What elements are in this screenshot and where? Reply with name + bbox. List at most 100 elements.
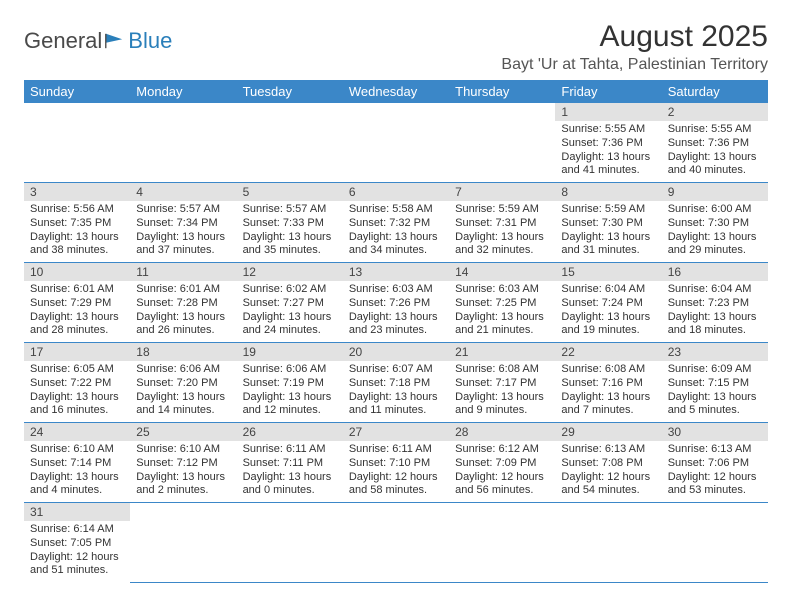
day-details: Sunrise: 6:03 AMSunset: 7:26 PMDaylight:… (343, 281, 449, 342)
calendar-day-cell (343, 103, 449, 183)
calendar-day-cell: 23Sunrise: 6:09 AMSunset: 7:15 PMDayligh… (662, 343, 768, 423)
weekday-header: Friday (555, 80, 661, 103)
calendar-day-cell: 12Sunrise: 6:02 AMSunset: 7:27 PMDayligh… (237, 263, 343, 343)
sunset-text: Sunset: 7:12 PM (136, 457, 230, 471)
daylight-text: and 11 minutes. (349, 404, 443, 418)
sunset-text: Sunset: 7:10 PM (349, 457, 443, 471)
sunset-text: Sunset: 7:30 PM (561, 217, 655, 231)
daylight-text: Daylight: 13 hours (561, 391, 655, 405)
day-details: Sunrise: 6:13 AMSunset: 7:06 PMDaylight:… (662, 441, 768, 502)
sunset-text: Sunset: 7:35 PM (30, 217, 124, 231)
daylight-text: and 14 minutes. (136, 404, 230, 418)
daylight-text: and 4 minutes. (30, 484, 124, 498)
day-number: 8 (555, 183, 661, 201)
sunrise-text: Sunrise: 6:09 AM (668, 363, 762, 377)
sunset-text: Sunset: 7:20 PM (136, 377, 230, 391)
calendar-day-cell: 25Sunrise: 6:10 AMSunset: 7:12 PMDayligh… (130, 423, 236, 503)
calendar-day-cell (449, 103, 555, 183)
day-number: 27 (343, 423, 449, 441)
day-details: Sunrise: 6:01 AMSunset: 7:29 PMDaylight:… (24, 281, 130, 342)
day-number: 17 (24, 343, 130, 361)
daylight-text: Daylight: 13 hours (243, 471, 337, 485)
day-details: Sunrise: 6:04 AMSunset: 7:23 PMDaylight:… (662, 281, 768, 342)
daylight-text: Daylight: 13 hours (455, 391, 549, 405)
day-details: Sunrise: 6:10 AMSunset: 7:14 PMDaylight:… (24, 441, 130, 502)
calendar-day-cell: 5Sunrise: 5:57 AMSunset: 7:33 PMDaylight… (237, 183, 343, 263)
header: General Blue August 2025 Bayt 'Ur at Tah… (24, 20, 768, 74)
calendar-day-cell (662, 503, 768, 583)
day-details: Sunrise: 6:05 AMSunset: 7:22 PMDaylight:… (24, 361, 130, 422)
calendar-day-cell: 13Sunrise: 6:03 AMSunset: 7:26 PMDayligh… (343, 263, 449, 343)
calendar-day-cell: 16Sunrise: 6:04 AMSunset: 7:23 PMDayligh… (662, 263, 768, 343)
weekday-header: Saturday (662, 80, 768, 103)
daylight-text: and 9 minutes. (455, 404, 549, 418)
day-number: 26 (237, 423, 343, 441)
calendar-day-cell (130, 503, 236, 583)
sunrise-text: Sunrise: 6:10 AM (30, 443, 124, 457)
day-number: 9 (662, 183, 768, 201)
calendar-day-cell: 8Sunrise: 5:59 AMSunset: 7:30 PMDaylight… (555, 183, 661, 263)
weekday-header: Thursday (449, 80, 555, 103)
day-details: Sunrise: 5:56 AMSunset: 7:35 PMDaylight:… (24, 201, 130, 262)
daylight-text: Daylight: 12 hours (455, 471, 549, 485)
day-number: 7 (449, 183, 555, 201)
sunset-text: Sunset: 7:24 PM (561, 297, 655, 311)
day-details: Sunrise: 6:04 AMSunset: 7:24 PMDaylight:… (555, 281, 661, 342)
daylight-text: Daylight: 13 hours (349, 231, 443, 245)
day-number: 14 (449, 263, 555, 281)
sunrise-text: Sunrise: 6:13 AM (561, 443, 655, 457)
sunrise-text: Sunrise: 5:56 AM (30, 203, 124, 217)
calendar-table: Sunday Monday Tuesday Wednesday Thursday… (24, 80, 768, 583)
weekday-header: Tuesday (237, 80, 343, 103)
sunset-text: Sunset: 7:23 PM (668, 297, 762, 311)
daylight-text: Daylight: 13 hours (243, 231, 337, 245)
daylight-text: Daylight: 13 hours (30, 391, 124, 405)
daylight-text: Daylight: 13 hours (561, 151, 655, 165)
sunset-text: Sunset: 7:15 PM (668, 377, 762, 391)
sunrise-text: Sunrise: 6:14 AM (30, 523, 124, 537)
title-block: August 2025 Bayt 'Ur at Tahta, Palestini… (501, 20, 768, 74)
day-number: 22 (555, 343, 661, 361)
calendar-day-cell: 21Sunrise: 6:08 AMSunset: 7:17 PMDayligh… (449, 343, 555, 423)
day-details: Sunrise: 5:59 AMSunset: 7:31 PMDaylight:… (449, 201, 555, 262)
sunrise-text: Sunrise: 6:03 AM (455, 283, 549, 297)
daylight-text: Daylight: 13 hours (30, 471, 124, 485)
sunrise-text: Sunrise: 6:06 AM (136, 363, 230, 377)
sunset-text: Sunset: 7:36 PM (561, 137, 655, 151)
day-number: 24 (24, 423, 130, 441)
day-details: Sunrise: 6:00 AMSunset: 7:30 PMDaylight:… (662, 201, 768, 262)
daylight-text: and 37 minutes. (136, 244, 230, 258)
logo: General Blue (24, 28, 172, 54)
sunrise-text: Sunrise: 5:57 AM (136, 203, 230, 217)
calendar-day-cell (237, 103, 343, 183)
calendar-day-cell: 28Sunrise: 6:12 AMSunset: 7:09 PMDayligh… (449, 423, 555, 503)
day-details: Sunrise: 6:02 AMSunset: 7:27 PMDaylight:… (237, 281, 343, 342)
day-number: 16 (662, 263, 768, 281)
day-number: 25 (130, 423, 236, 441)
day-number: 6 (343, 183, 449, 201)
logo-text-2: Blue (128, 28, 172, 54)
daylight-text: Daylight: 13 hours (30, 231, 124, 245)
sunrise-text: Sunrise: 5:58 AM (349, 203, 443, 217)
month-title: August 2025 (501, 20, 768, 54)
day-details: Sunrise: 5:57 AMSunset: 7:33 PMDaylight:… (237, 201, 343, 262)
sunrise-text: Sunrise: 5:57 AM (243, 203, 337, 217)
daylight-text: and 23 minutes. (349, 324, 443, 338)
daylight-text: and 28 minutes. (30, 324, 124, 338)
sunset-text: Sunset: 7:27 PM (243, 297, 337, 311)
logo-flag-icon (104, 32, 126, 50)
day-details: Sunrise: 6:06 AMSunset: 7:20 PMDaylight:… (130, 361, 236, 422)
calendar-day-cell: 11Sunrise: 6:01 AMSunset: 7:28 PMDayligh… (130, 263, 236, 343)
daylight-text: and 34 minutes. (349, 244, 443, 258)
sunrise-text: Sunrise: 6:08 AM (561, 363, 655, 377)
daylight-text: Daylight: 13 hours (136, 231, 230, 245)
sunrise-text: Sunrise: 6:11 AM (349, 443, 443, 457)
daylight-text: Daylight: 13 hours (136, 471, 230, 485)
daylight-text: Daylight: 13 hours (30, 311, 124, 325)
sunrise-text: Sunrise: 6:03 AM (349, 283, 443, 297)
daylight-text: Daylight: 12 hours (668, 471, 762, 485)
calendar-day-cell: 10Sunrise: 6:01 AMSunset: 7:29 PMDayligh… (24, 263, 130, 343)
day-number: 29 (555, 423, 661, 441)
sunset-text: Sunset: 7:25 PM (455, 297, 549, 311)
day-number: 4 (130, 183, 236, 201)
